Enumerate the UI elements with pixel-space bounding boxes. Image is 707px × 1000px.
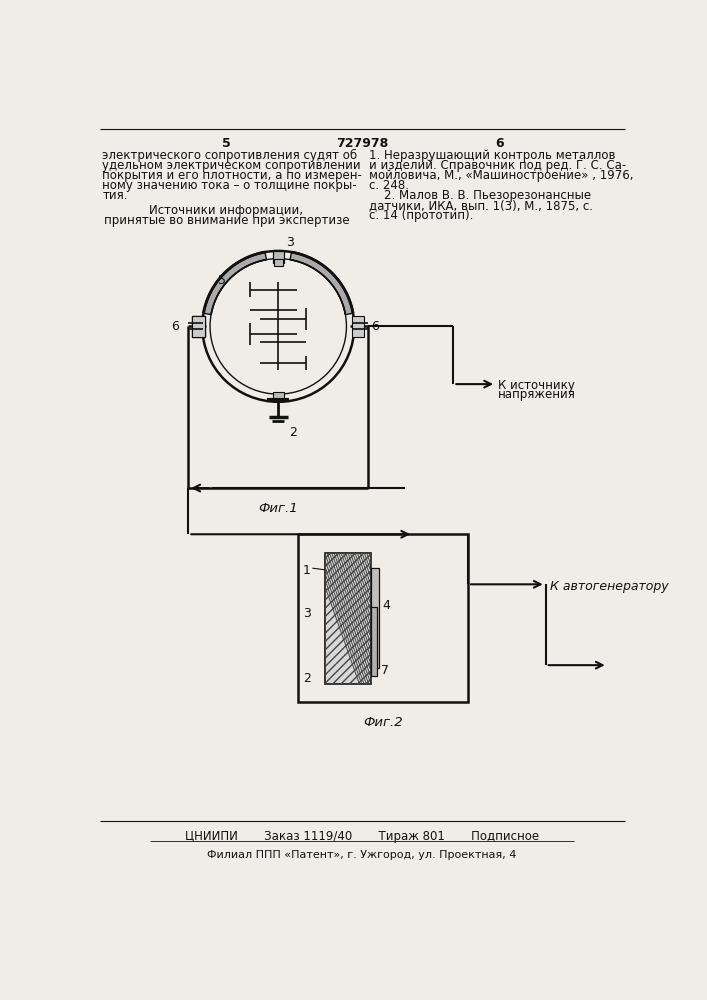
Text: и изделий. Справочник под ред. Г. С. Са-: и изделий. Справочник под ред. Г. С. Са- <box>369 159 626 172</box>
Text: 5: 5 <box>218 274 226 287</box>
Text: 727978: 727978 <box>336 137 388 150</box>
Text: К автогенератору: К автогенератору <box>549 580 668 593</box>
Text: 3: 3 <box>286 235 294 248</box>
Text: 6: 6 <box>495 137 503 150</box>
Text: напряжения: напряжения <box>498 388 576 401</box>
Text: 1. Неразрушающий контроль металлов: 1. Неразрушающий контроль металлов <box>369 149 615 162</box>
Text: принятые во внимание при экспертизе: принятые во внимание при экспертизе <box>103 214 349 227</box>
Text: датчики, ИКА, вып. 1(3), М., 1875, с.: датчики, ИКА, вып. 1(3), М., 1875, с. <box>369 199 593 212</box>
Text: 6: 6 <box>171 320 179 333</box>
Text: ЦНИИПИ       Заказ 1119/40       Тираж 801       Подписное: ЦНИИПИ Заказ 1119/40 Тираж 801 Подписное <box>185 830 539 843</box>
Bar <box>325 553 371 684</box>
Bar <box>274 259 283 266</box>
Text: тия.: тия. <box>103 189 128 202</box>
Bar <box>371 568 379 668</box>
Bar <box>371 607 378 676</box>
Text: 2: 2 <box>303 672 311 685</box>
Text: 2. Малов В. В. Пьезорезонансные: 2. Малов В. В. Пьезорезонансные <box>369 189 591 202</box>
Text: 6: 6 <box>371 320 379 333</box>
Bar <box>273 251 284 263</box>
Text: удельном электрическом сопротивлении: удельном электрическом сопротивлении <box>103 159 361 172</box>
Text: с. 248.: с. 248. <box>369 179 409 192</box>
Text: 3: 3 <box>303 607 311 620</box>
Text: К источнику: К источнику <box>498 379 575 392</box>
Text: 2: 2 <box>289 426 297 439</box>
Text: Фиг.2: Фиг.2 <box>363 716 403 729</box>
Text: Филиал ППП «Патент», г. Ужгород, ул. Проектная, 4: Филиал ППП «Патент», г. Ужгород, ул. Про… <box>207 850 517 860</box>
Text: 4: 4 <box>382 599 390 612</box>
Text: 5: 5 <box>222 137 230 150</box>
Text: Фиг.1: Фиг.1 <box>259 502 298 515</box>
Text: 1: 1 <box>303 564 311 577</box>
Text: Источники информации,: Источники информации, <box>149 204 303 217</box>
Wedge shape <box>204 252 267 315</box>
Bar <box>298 534 468 702</box>
Bar <box>325 553 371 684</box>
Text: с. 14 (прототип).: с. 14 (прототип). <box>369 209 473 222</box>
Bar <box>192 316 204 337</box>
Text: электрического сопротивления судят об: электрического сопротивления судят об <box>103 149 358 162</box>
Text: покрытия и его плотности, а по измерен-: покрытия и его плотности, а по измерен- <box>103 169 362 182</box>
Text: мойловича, М., «Машиностроение» , 1976,: мойловича, М., «Машиностроение» , 1976, <box>369 169 633 182</box>
Text: ному значению тока – о толщине покры-: ному значению тока – о толщине покры- <box>103 179 357 192</box>
Bar <box>352 316 364 337</box>
Bar <box>273 392 284 398</box>
Wedge shape <box>290 252 353 315</box>
Text: 7: 7 <box>380 664 389 677</box>
